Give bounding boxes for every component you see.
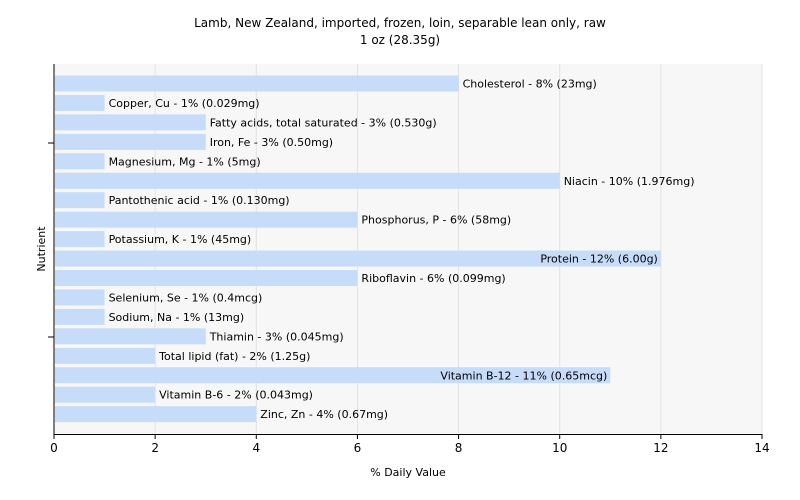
bar: [55, 250, 661, 267]
bars: [55, 75, 661, 423]
bar: [55, 367, 611, 384]
bar: [55, 406, 257, 423]
bar: [55, 133, 206, 150]
axes: [48, 64, 762, 435]
bar: [55, 289, 105, 306]
chart-subtitle: 1 oz (28.35g): [360, 33, 440, 47]
bar-label: Copper, Cu - 1% (0.029mg): [109, 97, 260, 110]
bar: [55, 94, 105, 111]
bar: [55, 328, 206, 345]
bar: [55, 270, 358, 286]
bar-label: Vitamin B-12 - 11% (0.65mcg): [440, 369, 607, 382]
bar-label: Zinc, Zn - 4% (0.67mg): [260, 408, 388, 421]
bar-label: Cholesterol - 8% (23mg): [463, 78, 597, 91]
bar-label: Selenium, Se - 1% (0.4mcg): [109, 291, 263, 304]
bar-label: Pantothenic acid - 1% (0.130mg): [109, 194, 290, 207]
bar: [55, 114, 206, 131]
x-tick-label: 10: [552, 441, 567, 455]
bar-label: Potassium, K - 1% (45mg): [109, 233, 252, 246]
bar: [55, 153, 105, 170]
bar-label: Iron, Fe - 3% (0.50mg): [210, 136, 333, 149]
bar: [55, 75, 459, 92]
bar-label: Fatty acids, total saturated - 3% (0.530…: [210, 116, 437, 129]
bar-label: Niacin - 10% (1.976mg): [564, 175, 695, 188]
bar: [55, 172, 560, 189]
x-tick-label: 0: [50, 441, 58, 455]
bar-label: Total lipid (fat) - 2% (1.25g): [158, 350, 310, 363]
bar: [55, 231, 105, 248]
bar-label: Vitamin B-6 - 2% (0.043mg): [159, 389, 313, 402]
bar-label: Sodium, Na - 1% (13mg): [109, 311, 245, 324]
bar-label: Phosphorus, P - 6% (58mg): [361, 214, 511, 227]
x-axis-label: % Daily Value: [370, 466, 446, 479]
x-tick-label: 2: [151, 441, 159, 455]
x-tick-label: 12: [653, 441, 668, 455]
x-tick-label: 4: [252, 441, 260, 455]
x-tick-label: 6: [354, 441, 362, 455]
x-tick-label: 14: [754, 441, 769, 455]
bar: [55, 211, 358, 228]
bar: [55, 347, 156, 364]
x-ticks: 0 2 4 6 8 10 12 14: [50, 434, 770, 455]
chart-title: Lamb, New Zealand, imported, frozen, loi…: [194, 16, 606, 30]
x-tick-label: 8: [455, 441, 463, 455]
bar-label: Protein - 12% (6.00g): [540, 253, 658, 266]
bar: [55, 386, 156, 403]
bar-labels: Cholesterol - 8% (23mg) Copper, Cu - 1% (…: [109, 78, 695, 422]
bar-label: Riboflavin - 6% (0.099mg): [361, 272, 505, 285]
bar-label: Thiamin - 3% (0.045mg): [209, 330, 344, 343]
bar-label: Magnesium, Mg - 1% (5mg): [109, 155, 261, 168]
y-axis-label: Nutrient: [35, 226, 48, 272]
bar: [55, 308, 105, 325]
bar: [55, 192, 105, 209]
